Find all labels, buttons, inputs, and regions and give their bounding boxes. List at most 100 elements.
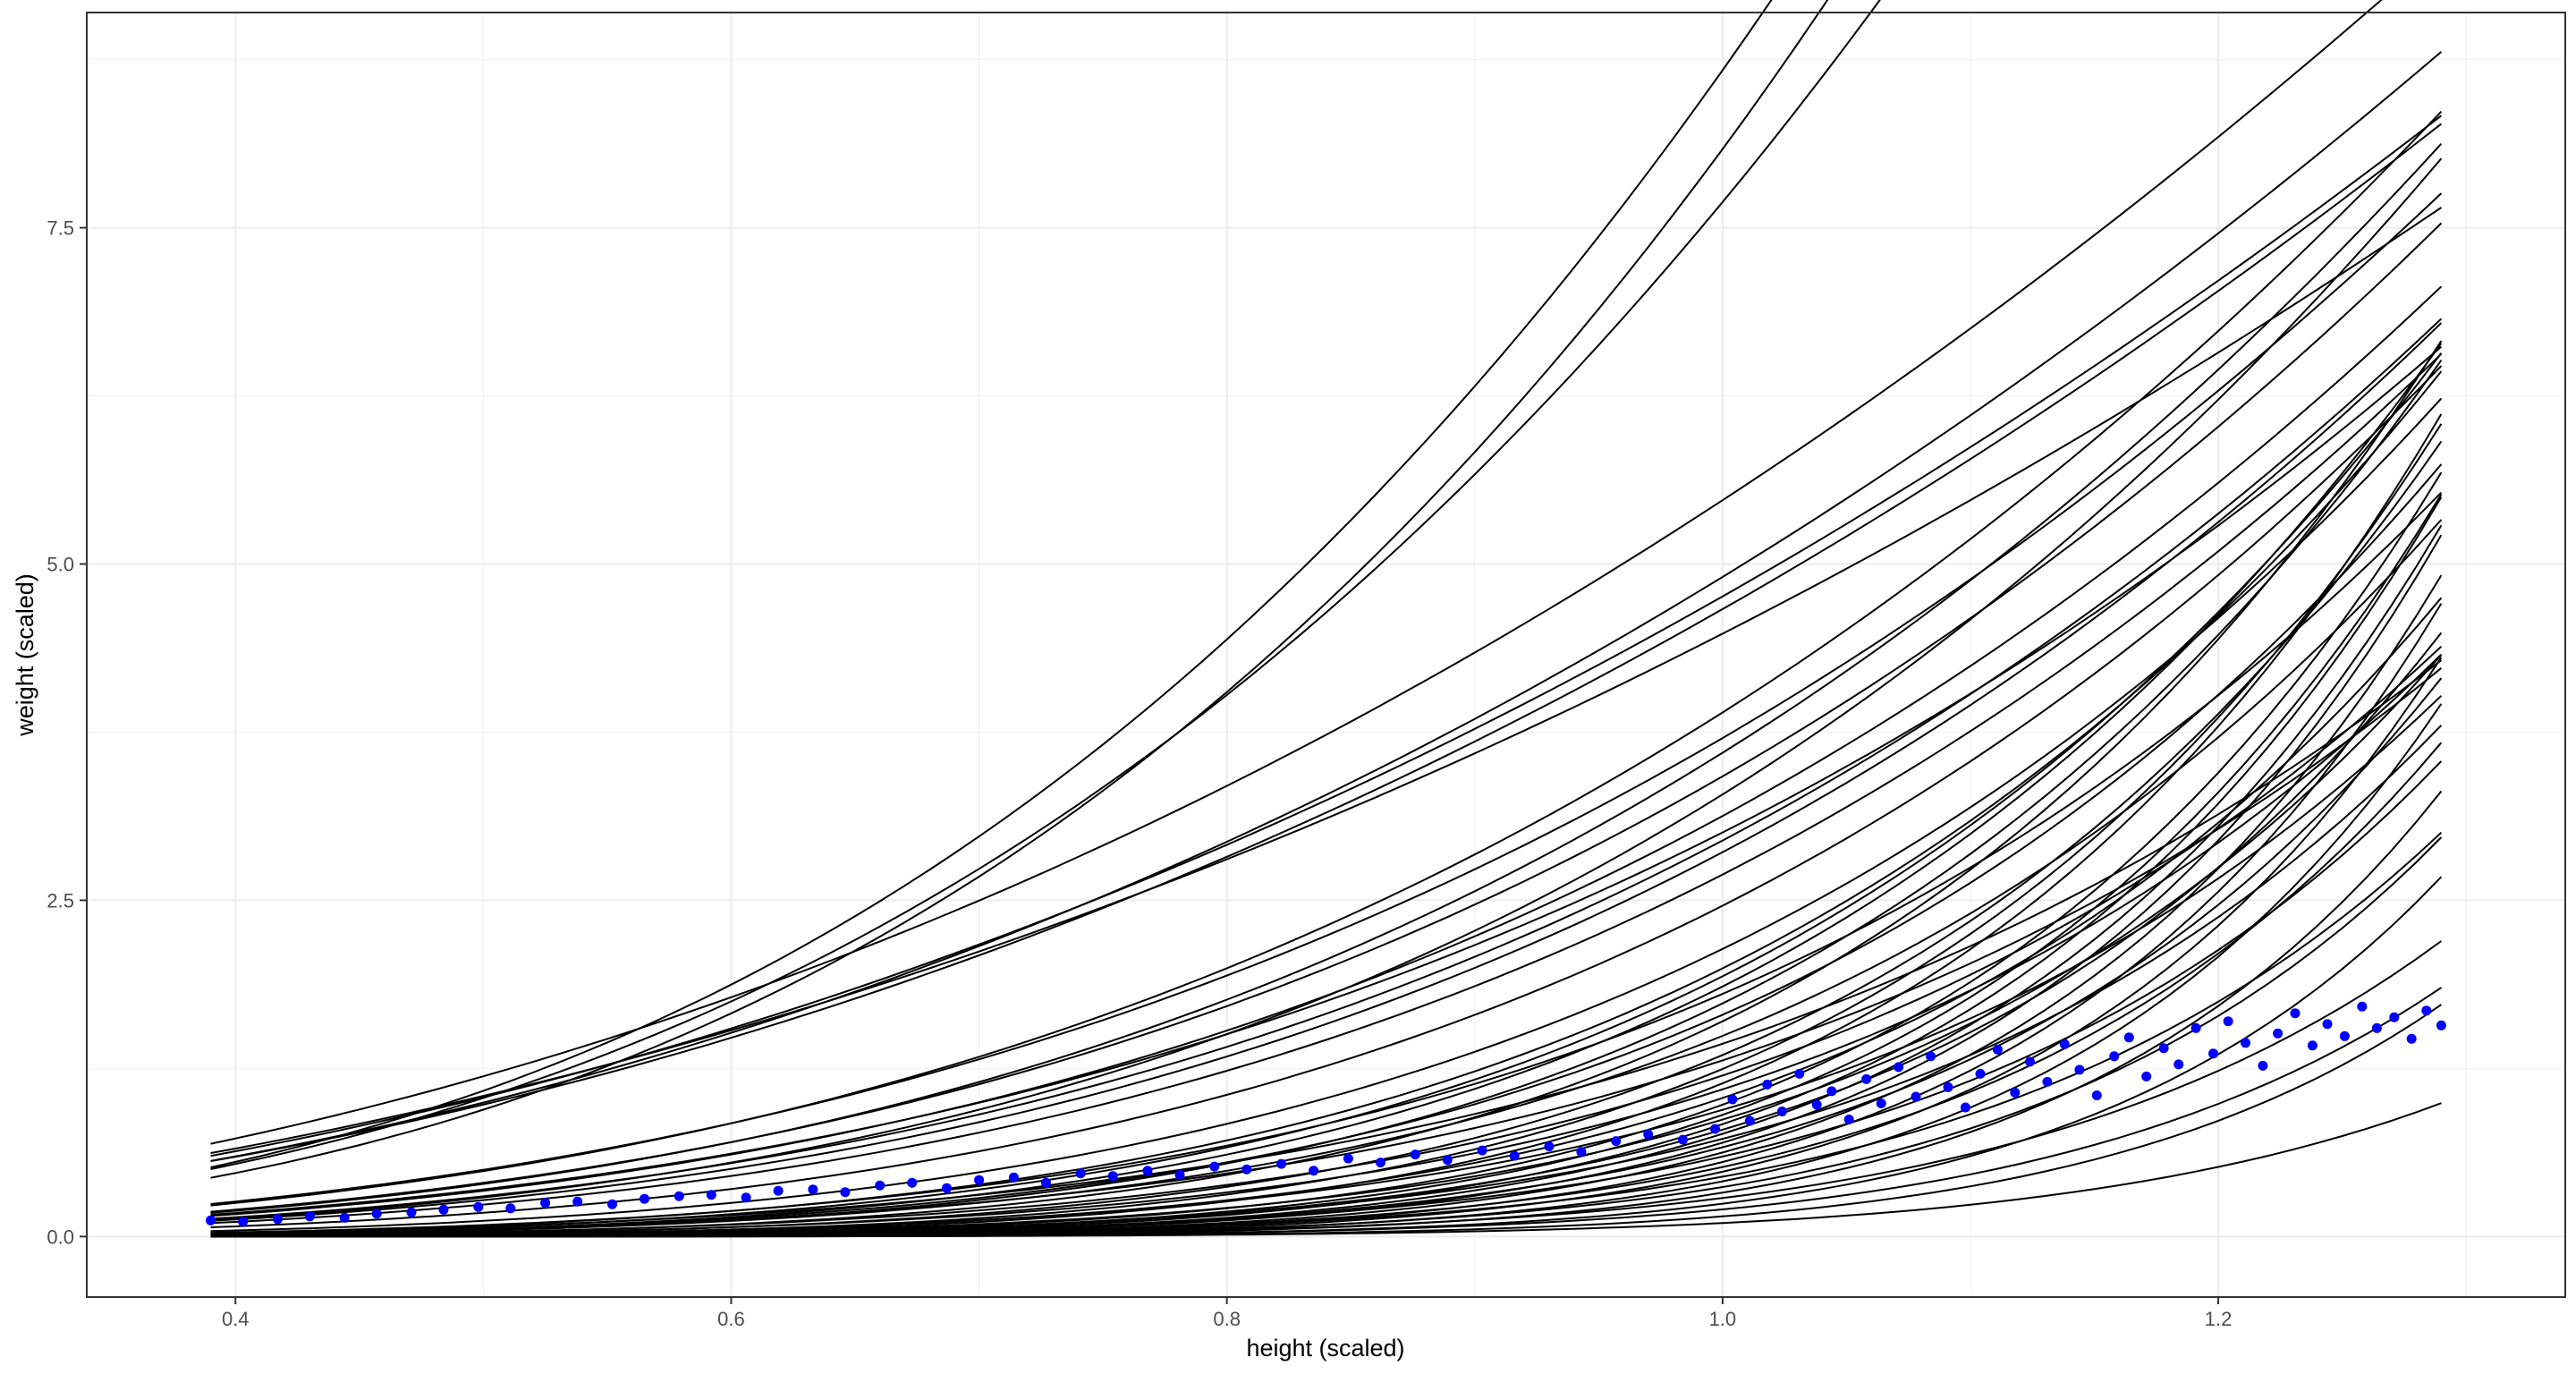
data-point-21	[875, 1180, 886, 1191]
data-point-9	[473, 1201, 484, 1212]
data-point-82	[2307, 1040, 2318, 1051]
prior-curve-3	[210, 0, 1881, 1170]
data-point-22	[907, 1177, 918, 1188]
data-point-58	[1911, 1091, 1921, 1102]
data-point-17	[741, 1192, 751, 1203]
data-point-62	[1975, 1068, 1986, 1079]
data-point-55	[1861, 1073, 1872, 1084]
x-tick-label: 0.6	[717, 1308, 745, 1330]
data-point-51	[1794, 1068, 1805, 1079]
data-point-37	[1410, 1149, 1420, 1160]
prior-curve-19	[210, 365, 2443, 1228]
data-point-65	[2025, 1056, 2035, 1067]
data-point-42	[1576, 1147, 1587, 1158]
x-tick-label: 1.0	[1709, 1308, 1737, 1330]
data-point-23	[942, 1183, 952, 1193]
y-axis: 0.0 2.5 5.0 7.5	[47, 217, 87, 1248]
prior-curve-8	[210, 207, 2442, 1154]
data-point-52	[1811, 1099, 1822, 1110]
prior-curve-20	[210, 397, 2443, 1233]
x-axis: 0.4 0.6 0.8 1.0 1.2	[222, 1297, 2232, 1330]
data-point-84	[2339, 1030, 2350, 1041]
prior-curve-4	[210, 0, 2383, 1145]
data-point-1	[206, 1215, 216, 1226]
plot-border	[86, 12, 2566, 1298]
prior-curve-7	[210, 123, 2443, 1162]
data-point-67	[2059, 1039, 2070, 1049]
data-point-78	[2241, 1038, 2250, 1048]
data-point-33	[1276, 1158, 1287, 1169]
data-point-35	[1343, 1153, 1353, 1164]
data-point-2	[238, 1217, 249, 1227]
data-point-18	[773, 1185, 784, 1196]
prior-curve-35	[210, 653, 2443, 1237]
data-point-5	[339, 1212, 350, 1223]
data-point-86	[2371, 1022, 2382, 1033]
data-point-66	[2042, 1076, 2053, 1087]
data-point-3	[272, 1214, 283, 1225]
data-point-43	[1611, 1136, 1622, 1147]
data-point-12	[572, 1196, 583, 1207]
prior-curve-31	[210, 667, 2443, 1235]
x-tick-label: 1.2	[2205, 1308, 2233, 1330]
data-point-34	[1309, 1166, 1319, 1176]
data-point-28	[1107, 1171, 1118, 1182]
x-axis-title: height (scaled)	[1246, 1335, 1404, 1361]
data-point-47	[1727, 1094, 1738, 1105]
data-point-10	[505, 1203, 516, 1214]
data-point-40	[1509, 1150, 1520, 1161]
prior-curve-16	[210, 318, 2443, 1220]
prior-curve-14	[210, 285, 2443, 1217]
data-point-26	[1040, 1177, 1051, 1188]
data-point-79	[2258, 1060, 2268, 1071]
prior-curve-2	[210, 0, 1829, 1179]
prior-curve-12	[210, 222, 2443, 1213]
prior-curves	[210, 0, 2443, 1238]
data-point-13	[607, 1199, 617, 1209]
data-point-20	[840, 1187, 851, 1198]
data-point-27	[1075, 1168, 1086, 1179]
data-point-50	[1776, 1107, 1787, 1116]
data-point-57	[1894, 1062, 1904, 1073]
prior-curve-10	[210, 192, 2443, 1205]
prior-curve-15	[210, 345, 2443, 1216]
data-point-49	[1762, 1079, 1773, 1090]
data-point-6	[371, 1209, 382, 1219]
data-point-45	[1678, 1134, 1688, 1145]
data-point-83	[2322, 1019, 2333, 1030]
data-point-4	[304, 1211, 315, 1222]
prior-curve-9	[210, 111, 2443, 1207]
y-tick-label: 7.5	[47, 217, 74, 240]
prior-curve-29	[210, 659, 2443, 1234]
data-point-14	[640, 1193, 649, 1204]
plot-panel	[87, 13, 2565, 1297]
data-point-54	[1843, 1115, 1854, 1124]
prior-curve-60	[210, 1102, 2442, 1238]
data-point-88	[2406, 1033, 2417, 1044]
data-point-48	[1744, 1115, 1755, 1126]
data-point-87	[2389, 1012, 2400, 1022]
data-point-41	[1544, 1141, 1555, 1152]
prior-curve-5	[210, 51, 2443, 1162]
data-point-31	[1209, 1161, 1220, 1172]
data-point-80	[2273, 1028, 2284, 1039]
data-point-63	[1992, 1044, 2003, 1055]
data-point-73	[2158, 1043, 2169, 1054]
observed-points	[206, 1001, 2446, 1227]
prior-curve-24	[210, 491, 2443, 1234]
data-point-30	[1174, 1169, 1185, 1180]
data-point-59	[1926, 1051, 1936, 1062]
data-point-75	[2190, 1022, 2201, 1033]
data-point-44	[1643, 1129, 1654, 1140]
data-point-76	[2208, 1048, 2218, 1059]
data-point-72	[2141, 1071, 2152, 1081]
data-point-60	[1943, 1081, 1953, 1092]
data-point-71	[2123, 1032, 2134, 1043]
data-point-38	[1442, 1155, 1453, 1166]
prior-curve-17	[210, 322, 2443, 1222]
major-gridlines	[87, 13, 2565, 1297]
data-point-32	[1241, 1164, 1252, 1175]
data-point-29	[1142, 1166, 1153, 1176]
data-point-11	[540, 1198, 551, 1209]
